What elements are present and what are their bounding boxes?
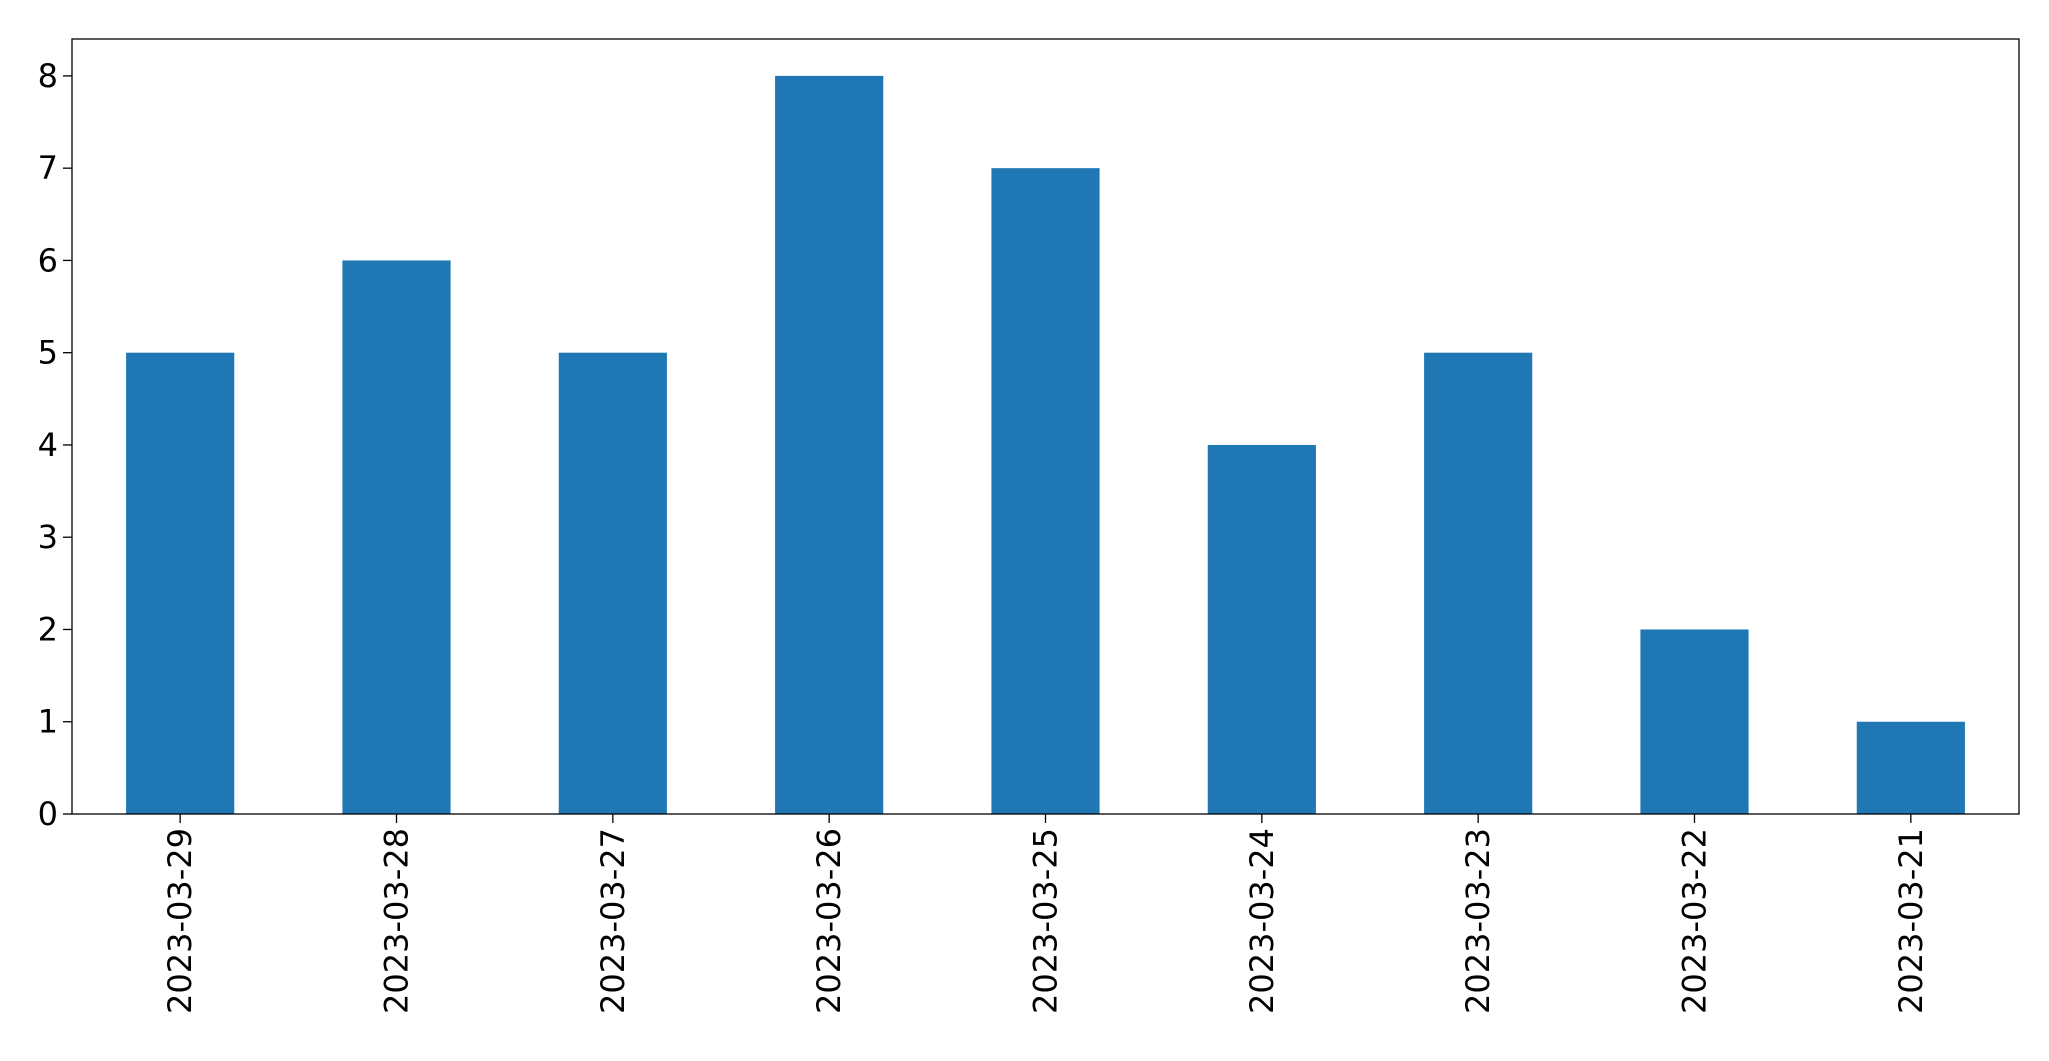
y-tick-label: 6: [38, 241, 58, 279]
bar: [775, 75, 884, 814]
x-tick-label: 2023-03-24: [1243, 828, 1281, 1014]
x-tick-label: 2023-03-26: [810, 828, 848, 1014]
y-tick-label: 5: [38, 334, 58, 372]
y-tick-label: 4: [38, 426, 58, 464]
x-tick-label: 2023-03-27: [594, 828, 632, 1014]
y-tick-label: 0: [38, 795, 58, 833]
bar: [1856, 721, 1965, 814]
x-tick-label: 2023-03-28: [378, 828, 416, 1014]
bar: [1207, 444, 1316, 814]
bar: [991, 168, 1100, 814]
y-tick-label: 1: [38, 703, 58, 741]
x-tick-label: 2023-03-21: [1892, 828, 1930, 1014]
bar: [1424, 352, 1533, 814]
y-tick-label: 7: [38, 149, 58, 187]
bar: [126, 352, 235, 814]
plot-frame: [71, 38, 2020, 815]
x-tick-label: 2023-03-22: [1676, 828, 1714, 1014]
y-tick-label: 2: [38, 610, 58, 648]
x-tick-label: 2023-03-29: [161, 828, 199, 1014]
bar: [1640, 629, 1749, 814]
y-tick-label: 3: [38, 518, 58, 556]
bar: [342, 260, 451, 814]
x-tick-label: 2023-03-23: [1459, 828, 1497, 1014]
x-tick-label: 2023-03-25: [1027, 828, 1065, 1014]
y-tick-label: 8: [38, 57, 58, 95]
bar: [558, 352, 667, 814]
